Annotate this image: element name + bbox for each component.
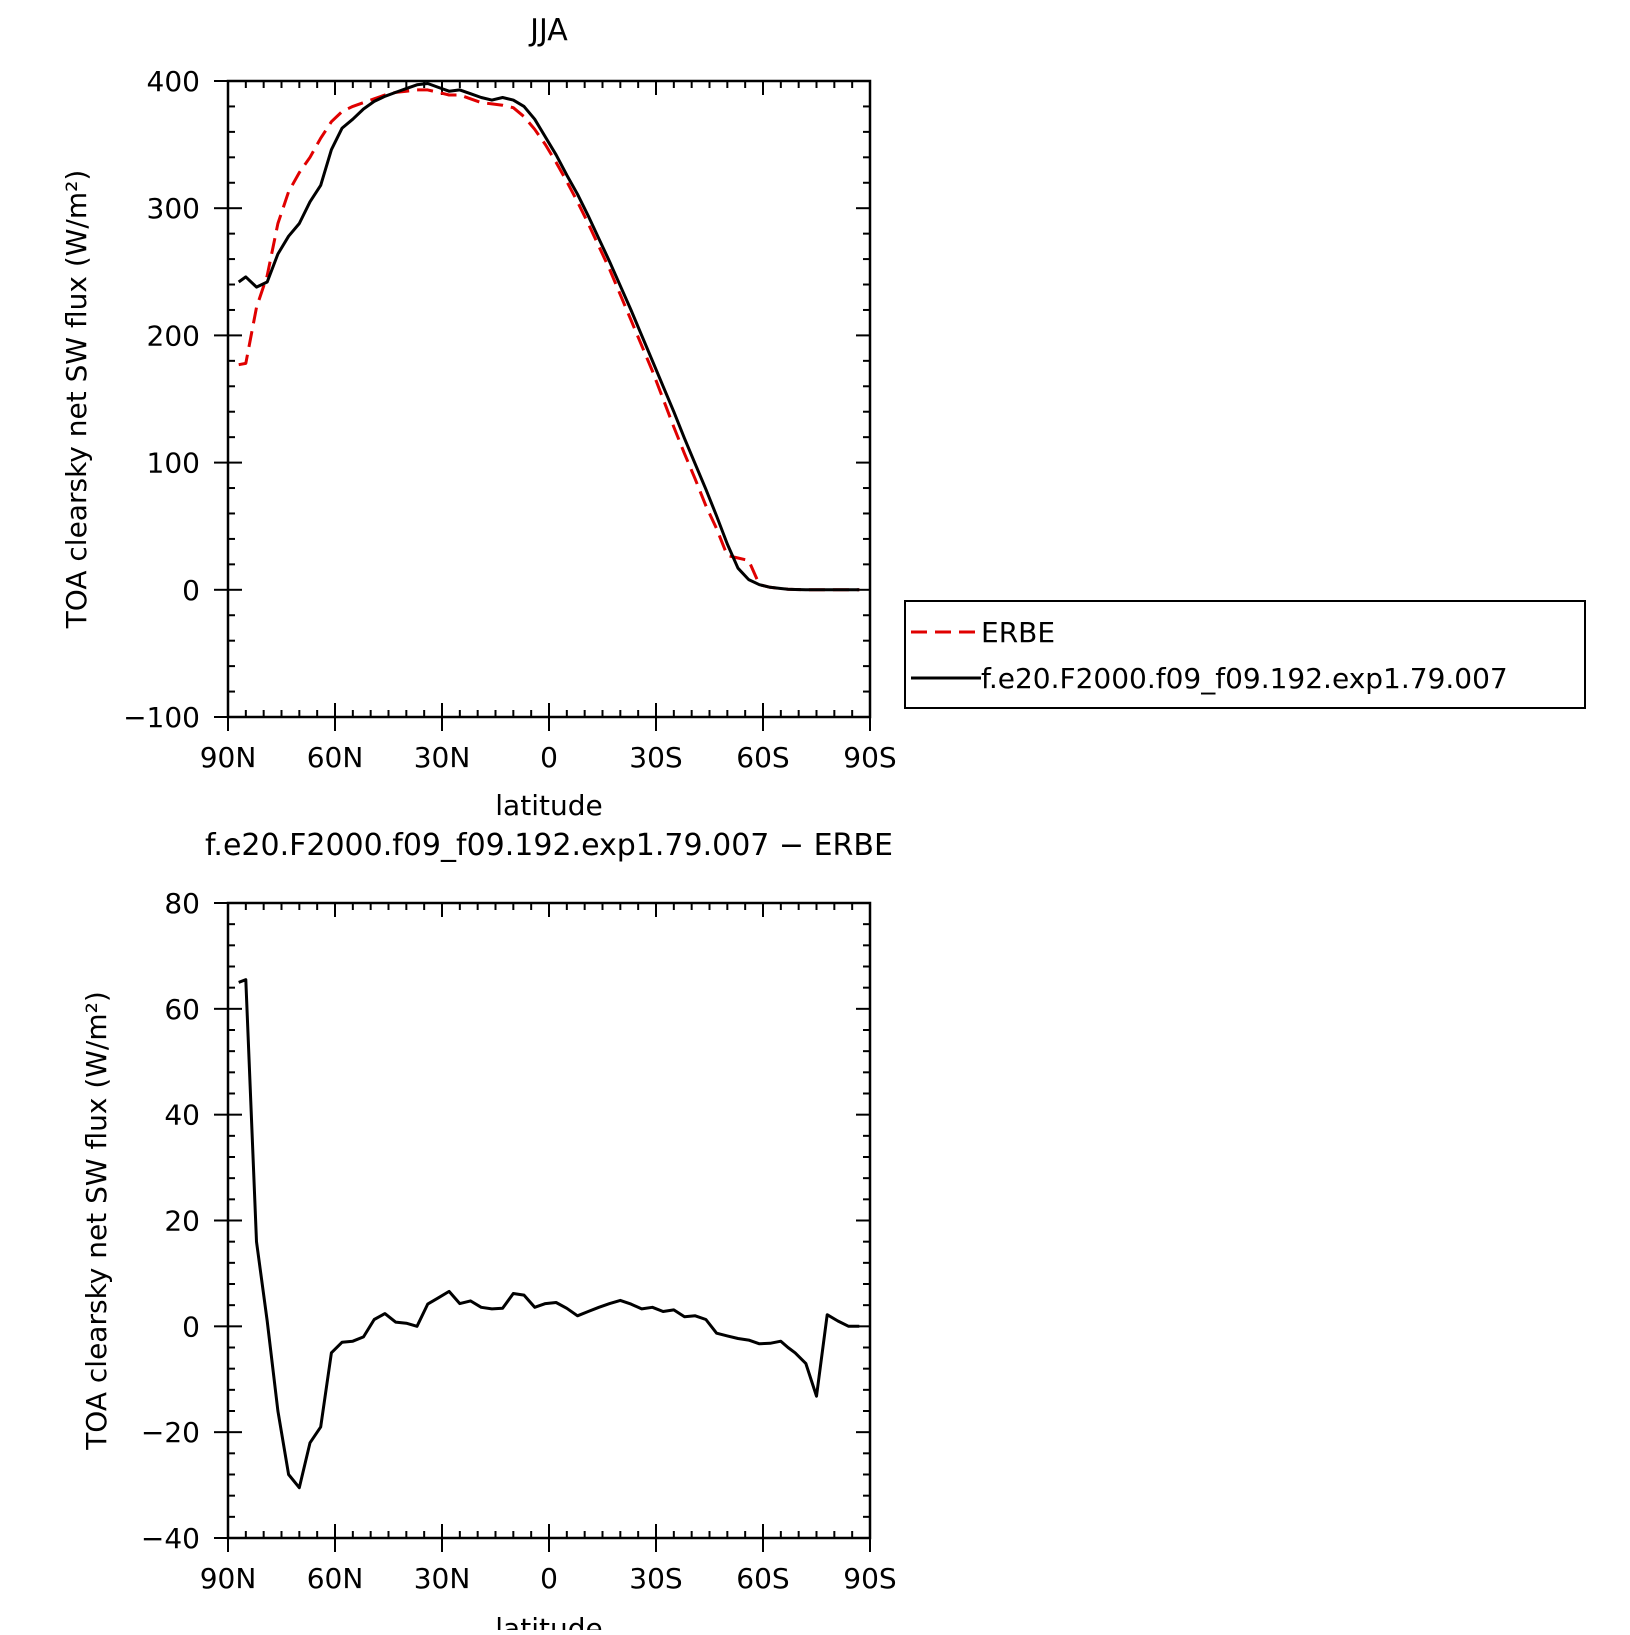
y-tick-label: 400 [147, 65, 200, 98]
y-tick-label: 80 [164, 887, 200, 920]
x-tick-label: 30S [629, 741, 682, 774]
x-tick-label: 90N [200, 1562, 257, 1595]
y-tick-label: −40 [141, 1522, 200, 1555]
plot-frame [228, 903, 870, 1538]
x-tick-label: 30N [414, 741, 471, 774]
x-axis-label: latitude [495, 789, 602, 822]
y-tick-label: −20 [141, 1416, 200, 1449]
series-line-1 [239, 84, 860, 590]
x-axis-label: latitude [495, 1612, 602, 1630]
x-tick-label: 90N [200, 741, 257, 774]
chart-title: f.e20.F2000.f09_f09.192.exp1.79.007 − ER… [205, 828, 893, 863]
y-tick-label: 60 [164, 993, 200, 1026]
x-tick-label: 30S [629, 1562, 682, 1595]
legend-label: ERBE [981, 616, 1055, 649]
y-tick-label: 0 [182, 574, 200, 607]
x-tick-label: 0 [540, 1562, 558, 1595]
y-axis-label: TOA clearsky net SW flux (W/m²) [80, 991, 113, 1451]
y-tick-label: 100 [147, 447, 200, 480]
y-tick-label: 20 [164, 1205, 200, 1238]
bottom-plot: f.e20.F2000.f09_f09.192.exp1.79.007 − ER… [80, 828, 897, 1630]
series-line-0 [239, 90, 860, 590]
y-axis-label: TOA clearsky net SW flux (W/m²) [60, 170, 93, 630]
y-tick-label: 0 [182, 1310, 200, 1343]
y-tick-label: 40 [164, 1099, 200, 1132]
x-tick-label: 90S [843, 1562, 896, 1595]
x-tick-label: 0 [540, 741, 558, 774]
y-tick-label: −100 [123, 701, 200, 734]
series-line-0 [239, 980, 860, 1488]
chart-title: JJA [528, 13, 568, 48]
y-tick-label: 300 [147, 192, 200, 225]
legend-label: f.e20.F2000.f09_f09.192.exp1.79.007 [981, 662, 1508, 695]
y-tick-label: 200 [147, 319, 200, 352]
x-tick-label: 30N [414, 1562, 471, 1595]
x-tick-label: 60N [307, 1562, 364, 1595]
x-tick-label: 60N [307, 741, 364, 774]
legend: ERBE f.e20.F2000.f09_f09.192.exp1.79.007 [905, 601, 1585, 708]
x-tick-label: 60S [736, 1562, 789, 1595]
x-tick-label: 60S [736, 741, 789, 774]
x-tick-label: 90S [843, 741, 896, 774]
top-plot: JJA 90N 60N 30N 0 30S 60S 90S −100 0 100 200 300 400 l… [60, 13, 1585, 822]
